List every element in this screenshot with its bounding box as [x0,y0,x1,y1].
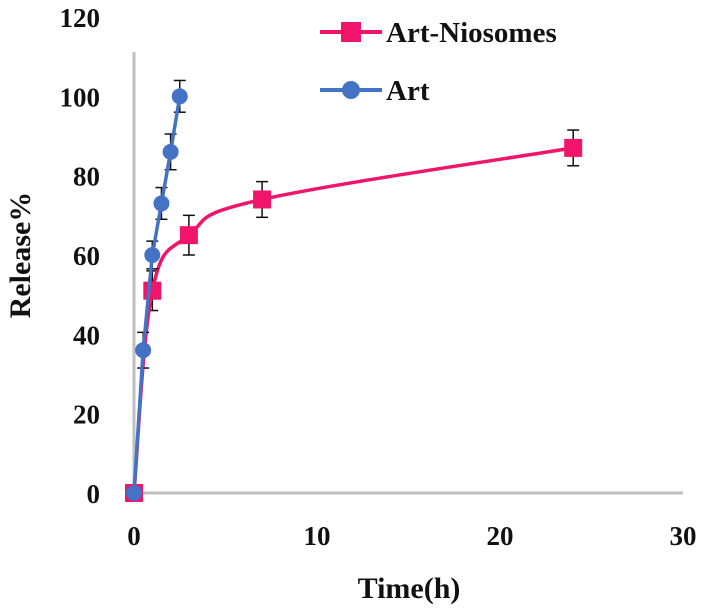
square-marker-icon [341,22,361,42]
y-tick-label: 0 [87,479,101,509]
x-tick-label: 0 [127,521,141,551]
legend-label: Art [386,75,430,107]
y-tick-labels: 0 20 40 60 80 100 120 [60,3,101,509]
square-marker-icon [179,226,198,245]
x-tick-label: 30 [670,521,697,551]
y-tick-label: 80 [73,162,100,192]
series-art [126,79,188,501]
legend-item-art-niosomes: Art-Niosomes [320,17,557,49]
series-group [125,79,583,502]
y-tick-label: 120 [60,3,101,33]
square-marker-icon [143,281,162,300]
legend-item-art: Art [320,75,430,107]
y-axis-title: Release% [4,192,37,319]
legend: Art-Niosomes Art [320,17,557,107]
y-tick-label: 20 [73,400,100,430]
axes [132,52,683,495]
legend-label: Art-Niosomes [386,17,557,49]
square-marker-icon [253,190,272,209]
series-art-niosomes [125,129,583,502]
circle-marker-icon [342,81,360,99]
square-marker-icon [564,138,583,157]
circle-marker-icon [162,143,179,160]
series-line [132,96,182,494]
y-tick-label: 100 [60,82,101,112]
series-line [132,146,574,494]
circle-marker-icon [171,88,188,105]
y-tick-label: 60 [73,241,100,271]
y-tick-label: 40 [73,320,100,350]
x-tick-label: 10 [304,521,331,551]
x-axis-title: Time(h) [358,572,461,605]
circle-marker-icon [144,247,161,263]
circle-marker-icon [126,485,142,501]
x-tick-labels: 0 10 20 30 [127,521,696,551]
circle-marker-icon [135,342,152,359]
circle-marker-icon [153,195,170,212]
x-tick-label: 20 [487,521,514,551]
